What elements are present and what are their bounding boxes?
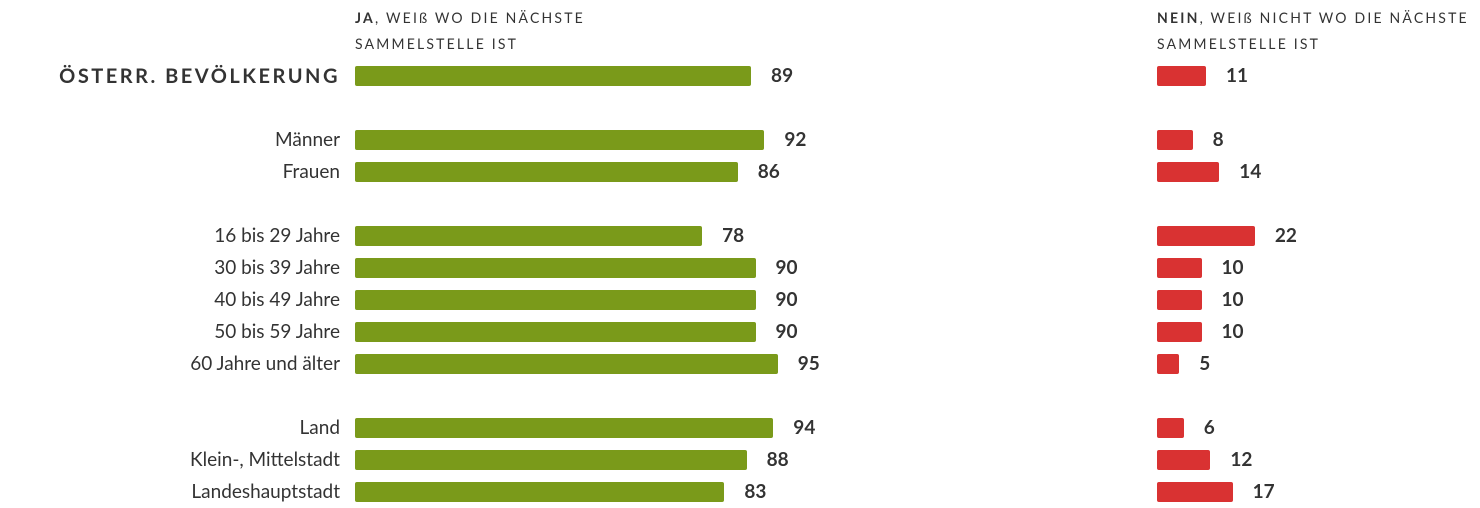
bar (1157, 130, 1193, 150)
value-label: 17 (1252, 480, 1275, 503)
value-label: 92 (784, 128, 807, 151)
bar (1157, 450, 1211, 470)
bar (355, 450, 747, 470)
bar (1157, 66, 1206, 86)
series-header: JA, WEIß WO DIE NÄCHSTE SAMMELSTELLE IST (355, 9, 585, 52)
value-label: 90 (775, 288, 798, 311)
category-label: Klein-, Mittelstadt (190, 448, 340, 471)
series-header: NEIN, WEIß NICHT WO DIE NÄCHSTE SAMMELST… (1157, 9, 1469, 52)
bar (355, 290, 756, 310)
bar (355, 226, 703, 246)
bar (355, 418, 774, 438)
value-label: 86 (757, 160, 780, 183)
value-label: 6 (1203, 416, 1215, 439)
bar (1157, 258, 1202, 278)
value-label: 5 (1199, 352, 1211, 375)
category-label: 16 bis 29 Jahre (214, 224, 340, 247)
bar (1157, 418, 1184, 438)
value-label: 14 (1239, 160, 1262, 183)
value-label: 22 (1274, 224, 1297, 247)
value-label: 78 (722, 224, 745, 247)
bar (1157, 354, 1180, 374)
bar (355, 66, 752, 86)
category-label: 40 bis 49 Jahre (214, 288, 340, 311)
bar (355, 130, 765, 150)
category-label: 60 Jahre und älter (190, 352, 340, 375)
value-label: 89 (771, 64, 794, 87)
bar (1157, 226, 1255, 246)
bar (355, 322, 756, 342)
bar (355, 258, 756, 278)
value-label: 94 (793, 416, 816, 439)
bar (355, 482, 725, 502)
category-label: Landeshauptstadt (191, 480, 340, 503)
bar (355, 162, 738, 182)
category-label: Land (299, 416, 340, 439)
value-label: 90 (775, 256, 798, 279)
category-label: 30 bis 39 Jahre (214, 256, 340, 279)
value-label: 88 (766, 448, 789, 471)
bar (355, 354, 778, 374)
value-label: 83 (744, 480, 767, 503)
value-label: 10 (1221, 288, 1244, 311)
category-label: Frauen (282, 160, 340, 183)
bar (1157, 482, 1233, 502)
category-label: ÖSTERR. BEVÖLKERUNG (59, 64, 340, 88)
value-label: 95 (797, 352, 820, 375)
bar (1157, 322, 1202, 342)
value-label: 10 (1221, 256, 1244, 279)
bar (1157, 290, 1202, 310)
category-label: Männer (275, 128, 340, 151)
value-label: 12 (1230, 448, 1253, 471)
value-label: 90 (775, 320, 798, 343)
value-label: 8 (1212, 128, 1224, 151)
category-label: 50 bis 59 Jahre (214, 320, 340, 343)
value-label: 11 (1225, 64, 1248, 87)
value-label: 10 (1221, 320, 1244, 343)
bar (1157, 162, 1220, 182)
